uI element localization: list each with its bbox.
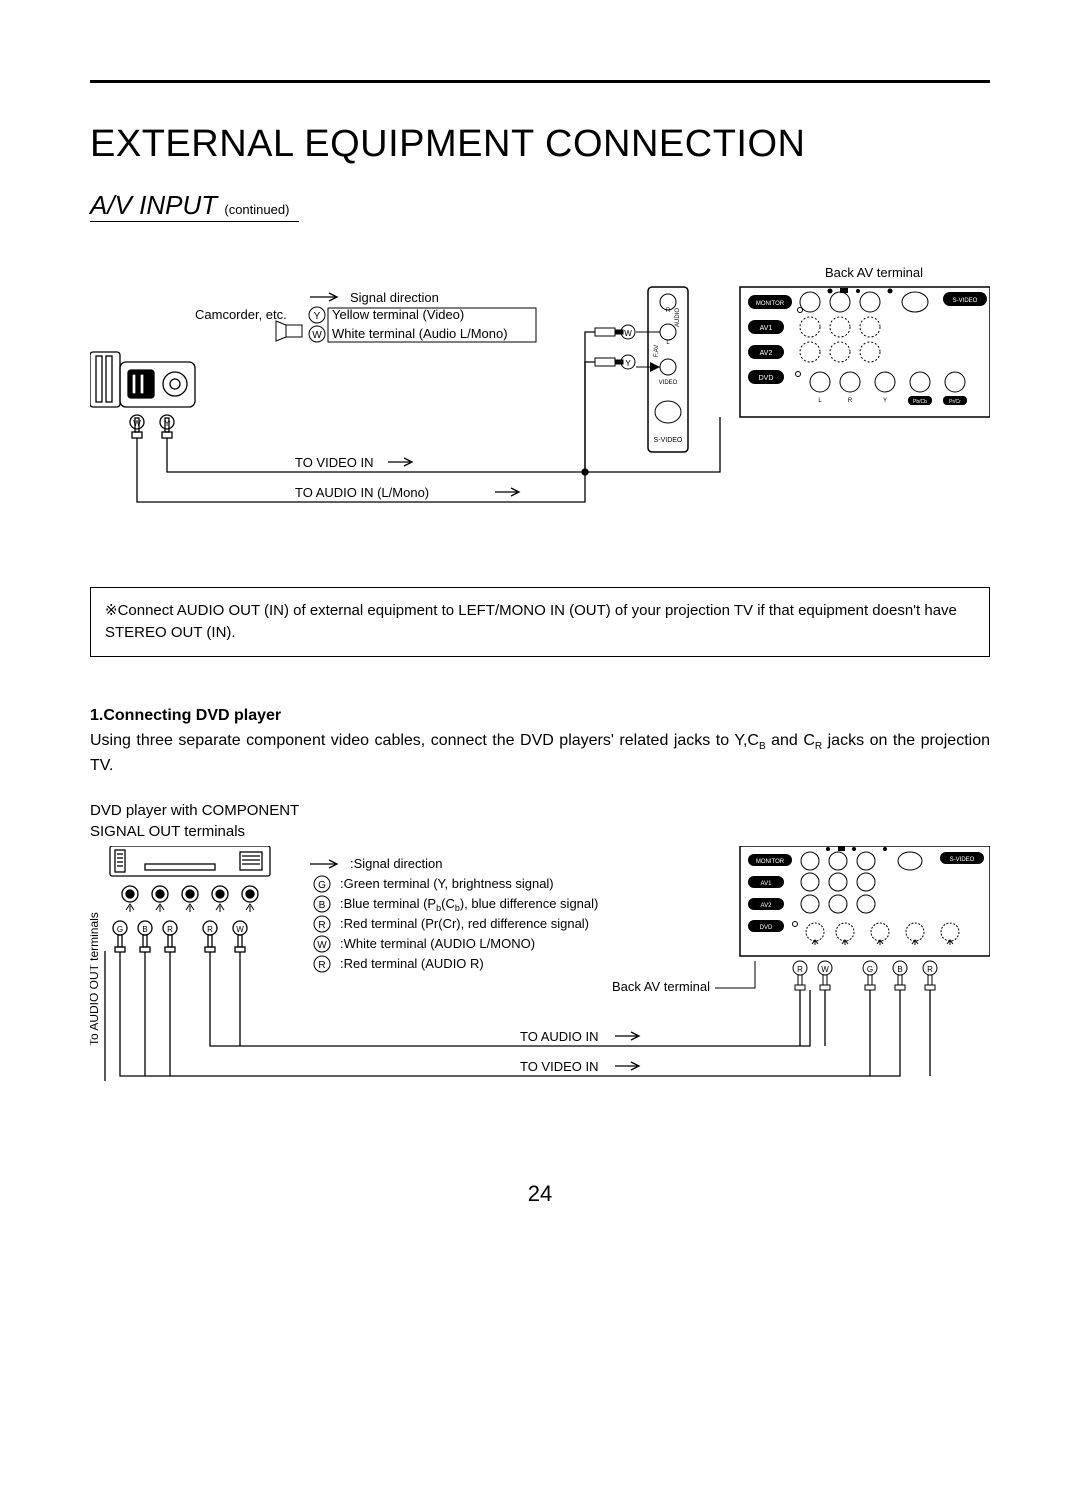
- svg-text:R: R: [207, 925, 213, 934]
- page-number: 24: [90, 1181, 990, 1207]
- svg-text::Red terminal (AUDIO R): :Red terminal (AUDIO R): [340, 956, 484, 971]
- svg-text:W: W: [821, 965, 829, 974]
- dvd-route-labels: TO AUDIO IN TO VIDEO IN: [520, 1029, 639, 1074]
- svg-text:AV2: AV2: [760, 350, 773, 357]
- svg-text:W: W: [312, 330, 322, 341]
- svg-text:B: B: [142, 925, 147, 934]
- subtitle-suffix: (continued): [224, 202, 289, 217]
- svg-text:B: B: [897, 965, 902, 974]
- page: EXTERNAL EQUIPMENT CONNECTION A/V INPUT …: [0, 0, 1080, 1247]
- svg-text:R: R: [797, 965, 803, 974]
- note-text: ※Connect AUDIO OUT (IN) of external equi…: [105, 602, 957, 641]
- top-rule: [90, 80, 990, 83]
- diagram-av-input: Back AV terminal MONITOR S-VIDEO AV1: [90, 262, 990, 542]
- svg-text:Y: Y: [314, 311, 321, 322]
- svg-text:R: R: [666, 308, 671, 314]
- svg-text:Y: Y: [883, 398, 887, 404]
- diagram-dvd: G B R R W To AUDIO OUT terminals :Signal…: [90, 846, 990, 1106]
- dvd-body: Using three separate component video cab…: [90, 729, 990, 778]
- svg-text:DVD: DVD: [760, 925, 773, 931]
- svg-text:TO VIDEO IN: TO VIDEO IN: [295, 455, 374, 470]
- page-title: EXTERNAL EQUIPMENT CONNECTION: [90, 123, 990, 166]
- svg-text:W: W: [317, 940, 327, 951]
- svg-text:Signal direction: Signal direction: [350, 290, 439, 305]
- svg-text::White terminal (AUDIO L/MONO): :White terminal (AUDIO L/MONO): [340, 936, 535, 951]
- side-label: To AUDIO OUT terminals: [90, 912, 101, 1046]
- dvd-caption-2: SIGNAL OUT terminals: [90, 823, 990, 840]
- svg-text:Camcorder, etc.: Camcorder, etc.: [195, 307, 287, 322]
- svg-text:Yellow terminal (Video): Yellow terminal (Video): [332, 307, 464, 322]
- svg-text:AV1: AV1: [761, 881, 773, 887]
- svg-text:TO AUDIO IN (L/Mono): TO AUDIO IN (L/Mono): [295, 485, 429, 500]
- route-labels: TO VIDEO IN TO AUDIO IN (L/Mono): [295, 455, 519, 500]
- subtitle: A/V INPUT (continued): [90, 190, 299, 222]
- legend-block: Signal direction Camcorder, etc. Y Yello…: [195, 290, 536, 342]
- svg-text:R: R: [848, 398, 853, 404]
- svg-text:R: R: [167, 925, 173, 934]
- svg-text:TO VIDEO IN: TO VIDEO IN: [520, 1059, 599, 1074]
- svg-text:L: L: [666, 340, 670, 346]
- svg-text:G: G: [867, 965, 873, 974]
- svg-text::Green terminal (Y, brightnes: :Green terminal (Y, brightness signal): [340, 876, 554, 891]
- svg-text:Y: Y: [625, 359, 631, 368]
- svg-text:W: W: [236, 925, 244, 934]
- svg-text:R: R: [318, 960, 325, 971]
- svg-text:AV2: AV2: [761, 903, 773, 909]
- svg-text::Red terminal (Pr(Cr), red dif: :Red terminal (Pr(Cr), red difference si…: [340, 916, 589, 931]
- subtitle-main: A/V INPUT: [90, 190, 217, 220]
- svg-text:S-VIDEO: S-VIDEO: [654, 437, 683, 444]
- back-av-label: Back AV terminal: [825, 265, 923, 280]
- wiring: [137, 332, 720, 502]
- svg-text:G: G: [117, 925, 123, 934]
- svg-text:DVD: DVD: [759, 375, 774, 382]
- svg-text:MONITOR: MONITOR: [756, 301, 785, 307]
- svg-text:Pb/Cb: Pb/Cb: [913, 399, 927, 405]
- svg-text:AV1: AV1: [760, 325, 773, 332]
- svg-text:Pr/Cr: Pr/Cr: [949, 399, 961, 405]
- back-av-panel: MONITOR S-VIDEO AV1 AV2: [740, 287, 990, 417]
- svg-text:G: G: [318, 880, 326, 891]
- svg-text:AUDIO: AUDIO: [675, 308, 681, 327]
- back-av-panel-2: MONITOR S-VIDEO AV1 AV2 DVD: [740, 846, 990, 956]
- svg-text:F.AV: F.AV: [654, 345, 660, 357]
- dvd-heading: 1.Connecting DVD player: [90, 707, 990, 725]
- svg-text:S-VIDEO: S-VIDEO: [953, 298, 978, 304]
- svg-text:S-VIDEO: S-VIDEO: [950, 857, 975, 863]
- svg-text::Signal direction: :Signal direction: [350, 856, 443, 871]
- dvd-caption-1: DVD player with COMPONENT: [90, 802, 990, 819]
- svg-text:R: R: [318, 920, 325, 931]
- svg-text:White terminal (Audio L/Mono): White terminal (Audio L/Mono): [332, 326, 508, 341]
- svg-text:B: B: [319, 900, 326, 911]
- camcorder-icon: W Y: [90, 352, 195, 438]
- svg-text:W: W: [133, 419, 141, 428]
- svg-text:Y: Y: [164, 419, 170, 428]
- svg-text::Blue terminal (Pb(Cb), blue d: :Blue terminal (Pb(Cb), blue difference …: [340, 896, 598, 913]
- svg-text:MONITOR: MONITOR: [756, 859, 785, 865]
- dvd-player-icon: G B R R W: [110, 846, 270, 952]
- svg-text:W: W: [624, 329, 632, 338]
- svg-text:TO AUDIO IN: TO AUDIO IN: [520, 1029, 599, 1044]
- right-plugs: R W G B R: [793, 961, 937, 990]
- svg-text:VIDEO: VIDEO: [659, 380, 678, 386]
- note-box: ※Connect AUDIO OUT (IN) of external equi…: [90, 587, 990, 657]
- dvd-legend: :Signal direction G :Green terminal (Y, …: [310, 856, 598, 972]
- svg-text:R: R: [927, 965, 933, 974]
- cable-plugs: W Y: [595, 325, 660, 372]
- svg-text:L: L: [818, 398, 822, 404]
- back-av-label-2: Back AV terminal: [612, 979, 710, 994]
